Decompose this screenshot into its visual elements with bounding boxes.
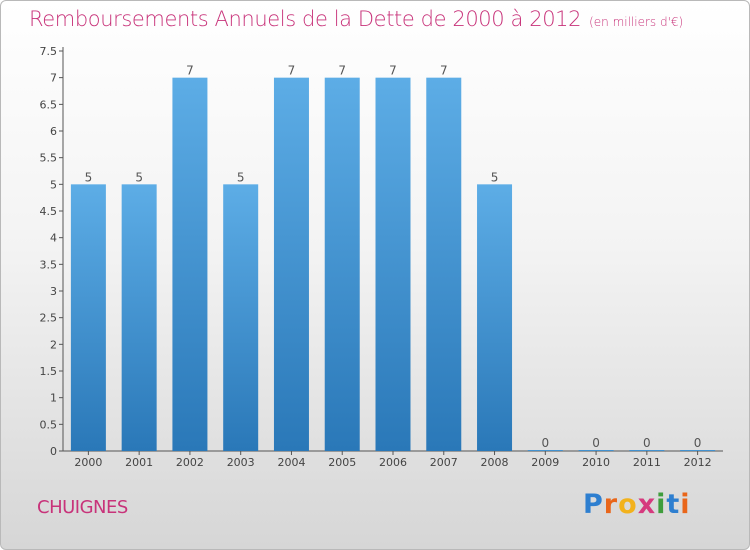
proxiti-logo: Proxiti [583, 489, 691, 520]
logo-letter: x [637, 489, 657, 520]
bar-value-label: 0 [541, 436, 549, 450]
bar [527, 450, 563, 451]
bar-value-label: 7 [440, 64, 448, 78]
bar [172, 77, 208, 452]
chart-title-text: Remboursements Annuels de la Dette de 20… [29, 7, 582, 31]
bar-value-label: 7 [288, 64, 296, 78]
bar-value-label: 0 [694, 436, 702, 450]
x-tick-label: 2007 [430, 456, 458, 469]
bar [70, 184, 106, 452]
bar [426, 77, 462, 452]
bar-value-label: 5 [237, 170, 245, 184]
y-tick-label: 4 [50, 232, 57, 245]
y-tick-label: 5.5 [40, 152, 58, 165]
commune-name: CHUIGNES [37, 497, 128, 518]
y-tick-label: 6 [50, 125, 57, 138]
x-tick-label: 2003 [227, 456, 255, 469]
bar [121, 184, 157, 452]
bar-value-label: 5 [135, 170, 143, 184]
bar-value-label: 7 [389, 64, 397, 78]
x-tick-label: 2002 [176, 456, 204, 469]
y-tick-label: 7 [50, 72, 57, 85]
bar-value-label: 7 [186, 64, 194, 78]
y-tick-label: 1 [50, 392, 57, 405]
x-tick-label: 2010 [582, 456, 610, 469]
logo-letter: i [656, 489, 667, 520]
y-tick-label: 5 [50, 178, 57, 191]
y-tick-label: 3.5 [40, 258, 58, 271]
y-tick-label: 4.5 [40, 205, 58, 218]
y-tick-label: 2.5 [40, 312, 58, 325]
bar [629, 450, 665, 451]
y-tick-label: 0 [50, 445, 57, 458]
y-tick-label: 1.5 [40, 365, 58, 378]
bar [324, 77, 360, 452]
y-tick-label: 2 [50, 338, 57, 351]
bar-value-label: 5 [491, 170, 499, 184]
x-tick-label: 2009 [531, 456, 559, 469]
bar-value-label: 5 [85, 170, 93, 184]
logo-letter: i [680, 489, 691, 520]
x-tick-label: 2001 [125, 456, 153, 469]
y-tick-label: 0.5 [40, 418, 58, 431]
x-tick-label: 2004 [277, 456, 305, 469]
y-tick-label: 3 [50, 285, 57, 298]
bar-value-label: 0 [643, 436, 651, 450]
chart-subtitle: (en milliers d'€) [589, 15, 684, 29]
x-tick-label: 2008 [481, 456, 509, 469]
bar [477, 184, 513, 452]
x-tick-label: 2005 [328, 456, 356, 469]
bar [273, 77, 309, 452]
x-tick-label: 2006 [379, 456, 407, 469]
logo-letter: t [666, 489, 681, 520]
x-tick-label: 2000 [74, 456, 102, 469]
logo-letter: o [618, 489, 638, 520]
bar [578, 450, 614, 451]
bar [375, 77, 411, 452]
bar-value-label: 0 [592, 436, 600, 450]
y-tick-label: 7.5 [40, 45, 58, 58]
logo-letter: r [603, 489, 619, 520]
bar-value-label: 7 [338, 64, 346, 78]
chart-title: Remboursements Annuels de la Dette de 20… [29, 7, 683, 31]
logo-letter: P [583, 489, 604, 520]
bar [223, 184, 259, 452]
y-tick-label: 6.5 [40, 98, 58, 111]
x-tick-label: 2012 [684, 456, 712, 469]
x-tick-label: 2011 [633, 456, 661, 469]
bar [680, 450, 716, 451]
